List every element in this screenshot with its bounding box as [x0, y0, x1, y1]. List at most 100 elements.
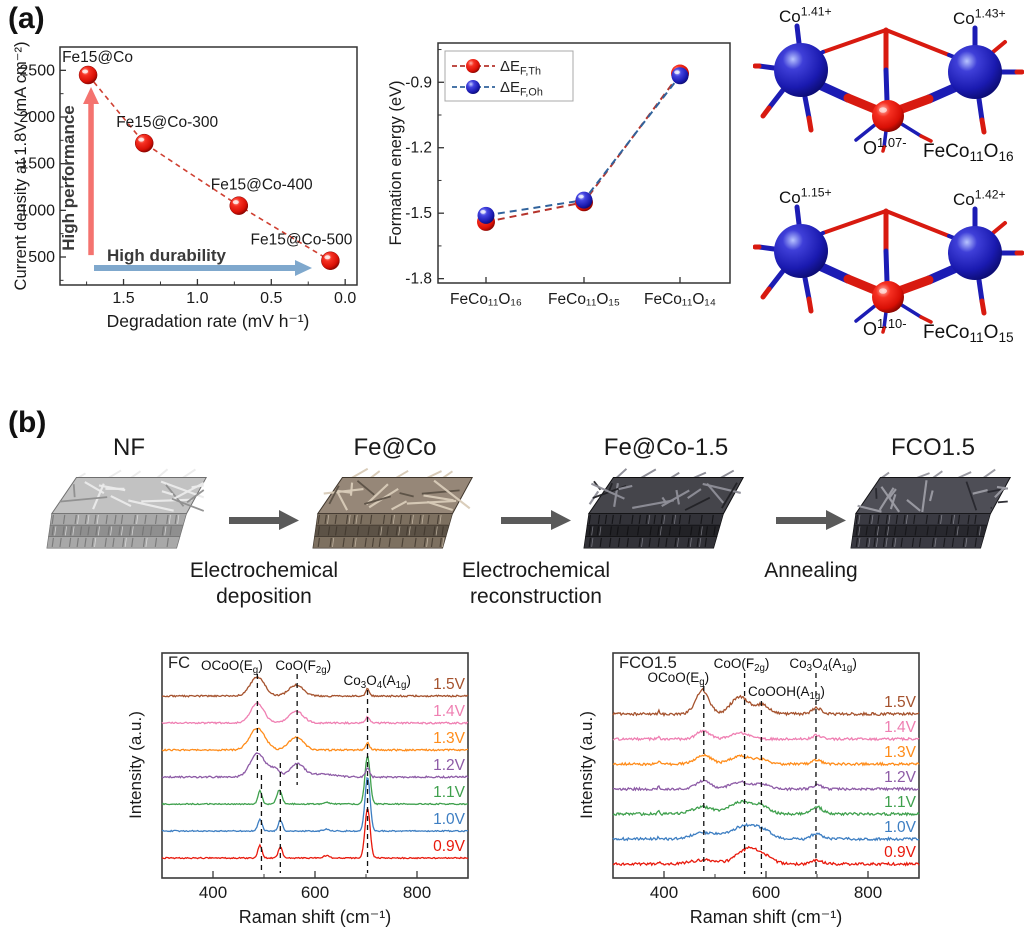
- category-label: FeCo₁₁O₁₄: [644, 291, 716, 308]
- voltage-label: 1.1V: [884, 794, 917, 811]
- x-axis-label: Raman shift (cm⁻¹): [239, 907, 392, 927]
- y-tick-label: 1000: [19, 202, 55, 219]
- right-atom-charge-label: Co1.43+: [953, 7, 1006, 28]
- co-atom-left: [774, 224, 828, 278]
- foam-image-nf: [46, 468, 208, 549]
- x-tick-label: 400: [650, 883, 678, 902]
- foam-image-fe-co-1-5: [583, 468, 745, 549]
- plot-frame: [59, 46, 358, 286]
- step-label-fe-co: Fe@Co: [353, 434, 437, 461]
- raman-curve-1.1V: [161, 755, 468, 806]
- y-axis-label: Formation energy (eV): [387, 80, 405, 245]
- data-point: [321, 251, 340, 270]
- raman-curve-1.5V: [612, 687, 920, 717]
- legend-marker: [466, 59, 480, 73]
- foam-layer: [583, 536, 718, 549]
- data-point-label: Fe15@Co: [62, 49, 133, 66]
- co-atom-left: [774, 43, 828, 97]
- y-axis-label: Intensity (a.u.): [579, 711, 596, 819]
- data-point: [78, 65, 98, 85]
- formula-label: FeCo11O16: [923, 141, 1014, 164]
- voltage-label: 1.4V: [433, 703, 466, 720]
- foam-layer: [853, 513, 991, 526]
- raman-chart-fco15: 400 600 800 0.9V 1.0V 1.1V 1.2V 1.3V 1.4V 1.5V OCo…: [579, 652, 920, 927]
- raman-curve-1.0V: [161, 776, 468, 833]
- performance-scatter-chart: 1.5 1.0 0.5 0.0 500 1000 1500 2000 2500 High perf…: [12, 42, 358, 331]
- raman-curve-1.3V: [161, 727, 469, 752]
- process-arrow-icon: [501, 510, 571, 530]
- raman-chart-fc: 400 600 800 0.9V 1.0V 1.1V 1.2V 1.3V 1.4V 1.5V OCo…: [128, 652, 469, 927]
- data-point-label: Fe15@Co-500: [250, 232, 352, 249]
- data-point-label: Fe15@Co-400: [211, 177, 313, 194]
- raman-curve-1.0V: [612, 822, 920, 842]
- x-tick-label: 0.0: [334, 290, 356, 307]
- left-atom-charge-label: Co1.41+: [779, 5, 832, 26]
- voltage-label: 1.5V: [433, 676, 466, 693]
- high-durability-label: High durability: [107, 246, 227, 265]
- oxygen-charge-label: O1.10-: [863, 316, 907, 339]
- structure-model-1: Co1.41+ Co1.43+ O1.07- FeCo11O16: [753, 5, 1024, 164]
- co-atom-right: [948, 226, 1002, 280]
- panel-b-label: (b): [8, 406, 47, 439]
- data-point-oh: [671, 67, 689, 85]
- co-atom-right: [948, 45, 1002, 99]
- dft-structure-models: Co1.41+ Co1.43+ O1.07- FeCo11O16 Co1.15+ Co1.…: [753, 5, 1024, 345]
- legend-label: ΔEF,Th: [500, 58, 541, 77]
- process-step-caption: Electrochemical deposition: [189, 559, 339, 609]
- raman-curve-1.2V: [161, 752, 469, 779]
- data-point-label: Fe15@Co-300: [116, 114, 218, 131]
- x-tick-label: 800: [403, 883, 431, 902]
- data-point: [134, 133, 154, 153]
- oxygen-charge-label: O1.07-: [863, 135, 907, 158]
- legend-box: [444, 50, 574, 102]
- foam-image-fco1-5: [850, 468, 1012, 549]
- structure-model-2: Co1.15+ Co1.42+ O1.10- FeCo11O15: [753, 186, 1024, 345]
- voltage-label: 1.2V: [884, 769, 917, 786]
- category-label: FeCo₁₁O₁₆: [450, 291, 522, 308]
- voltage-label: 1.1V: [433, 784, 466, 801]
- raman-curve-1.3V: [612, 753, 920, 767]
- x-axis-label: Raman shift (cm⁻¹): [690, 907, 843, 927]
- x-tick-label: 600: [752, 883, 780, 902]
- process-step-caption: Electrochemical reconstruction: [461, 559, 611, 609]
- foam-layer: [49, 513, 187, 526]
- formula-label: FeCo11O15: [923, 322, 1014, 345]
- peak-label: Co3O4(A1g): [789, 656, 856, 674]
- x-tick-label: 400: [199, 883, 227, 902]
- y-tick-label: -1.2: [405, 140, 432, 157]
- raman-curve-1.4V: [612, 729, 920, 742]
- voltage-label: 1.0V: [884, 819, 917, 836]
- y-tick-label: -1.5: [405, 205, 432, 222]
- data-point: [229, 196, 249, 215]
- y-axis-label: Intensity (a.u.): [128, 711, 145, 819]
- x-tick-label: 600: [301, 883, 329, 902]
- voltage-label: 1.5V: [884, 694, 917, 711]
- data-point-oh: [575, 191, 593, 209]
- x-tick-label: 1.5: [112, 290, 134, 307]
- left-atom-charge-label: Co1.15+: [779, 186, 832, 207]
- synthesis-process-row: NF Fe@Co Fe@Co-1.5 FCO1.5 Electrochemical dep…: [0, 408, 1024, 643]
- y-tick-label: 500: [28, 249, 55, 266]
- high-performance-label: High performance: [59, 105, 78, 250]
- process-arrow-icon: [776, 510, 846, 530]
- data-point-oh: [477, 206, 495, 224]
- raman-curve-1.4V: [161, 701, 469, 725]
- voltage-label: 1.0V: [433, 811, 466, 828]
- raman-curve-1.5V: [162, 676, 469, 698]
- plot-frame: [161, 652, 469, 879]
- o-atom: [872, 100, 904, 132]
- foam-image-fe-co: [312, 467, 474, 549]
- peak-label: CoO(F2g): [714, 656, 770, 674]
- process-step-caption: Annealing: [764, 559, 858, 582]
- x-tick-label: 800: [854, 883, 882, 902]
- x-tick-label: 1.0: [186, 290, 208, 307]
- foam-top: [587, 477, 745, 515]
- process-arrow-icon: [229, 510, 299, 530]
- raman-curve-0.9V: [612, 845, 920, 867]
- y-tick-label: -0.9: [405, 74, 432, 91]
- legend-label: ΔEF,Oh: [500, 79, 543, 98]
- voltage-label: 1.4V: [884, 719, 917, 736]
- panel-a-label: (a): [8, 2, 45, 35]
- x-axis-label: Degradation rate (mV h⁻¹): [107, 311, 310, 331]
